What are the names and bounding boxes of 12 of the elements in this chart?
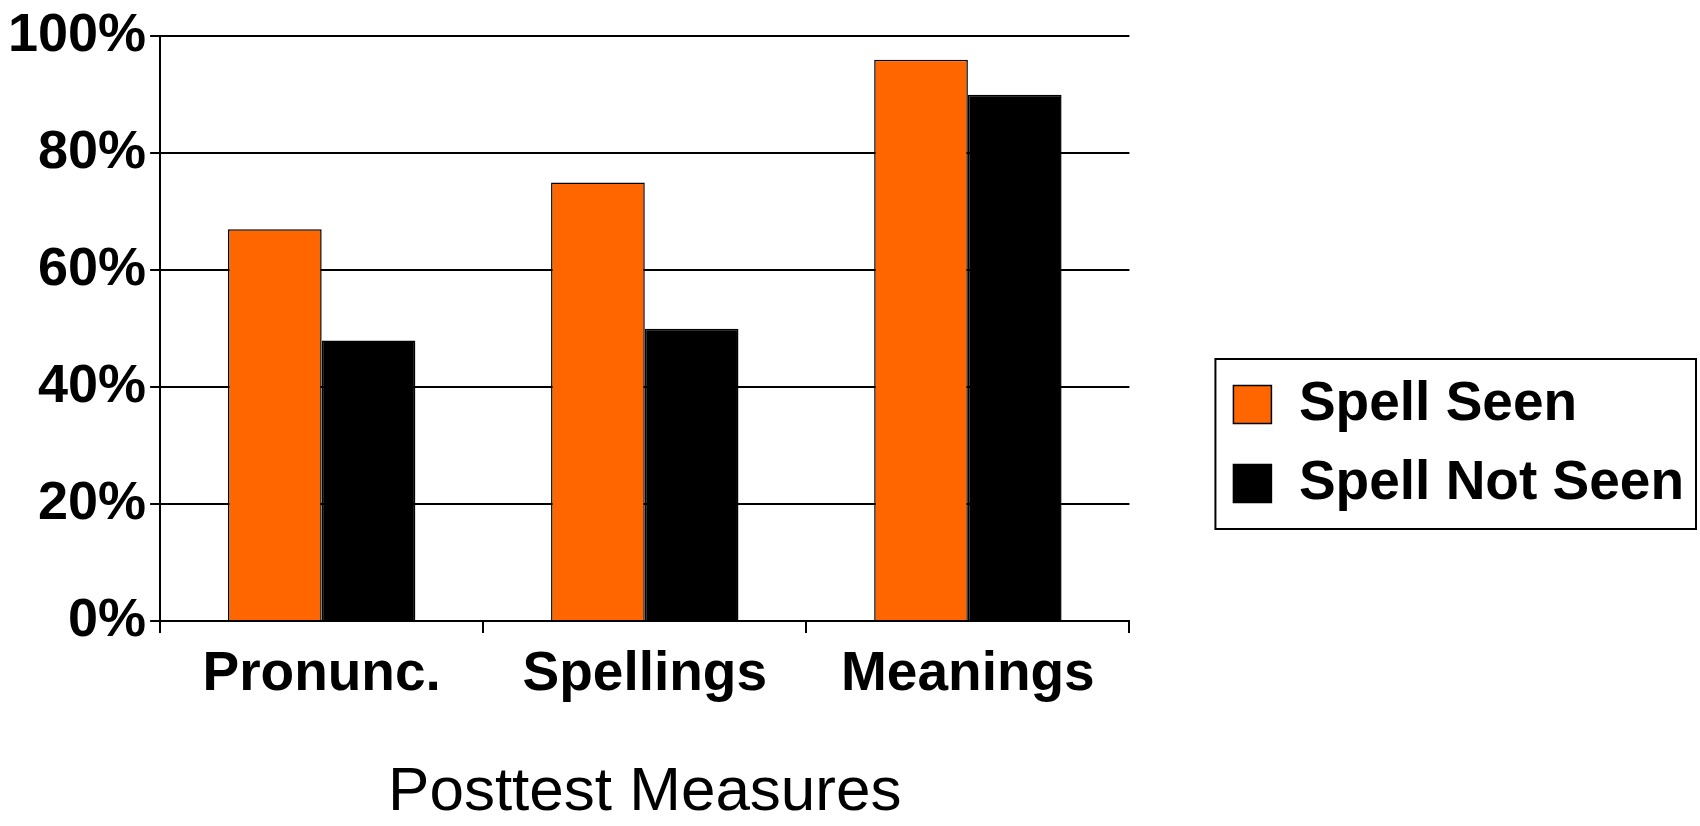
x-axis-title: Posttest Measures xyxy=(388,754,902,824)
y-tick-label: 20% xyxy=(38,469,147,530)
y-tick-label: 60% xyxy=(38,236,147,297)
legend-label: Spell Seen xyxy=(1298,369,1578,432)
x-tick-label: Pronunc. xyxy=(202,639,441,702)
y-tick-label: 100% xyxy=(7,2,147,63)
y-tick-label: 0% xyxy=(68,586,147,647)
x-tick-label: Spellings xyxy=(522,639,768,702)
legend-label: Spell Not Seen xyxy=(1298,448,1685,511)
x-tick-label: Meanings xyxy=(841,639,1095,702)
y-tick-label: 40% xyxy=(38,353,147,414)
y-tick-label: 80% xyxy=(38,119,147,180)
